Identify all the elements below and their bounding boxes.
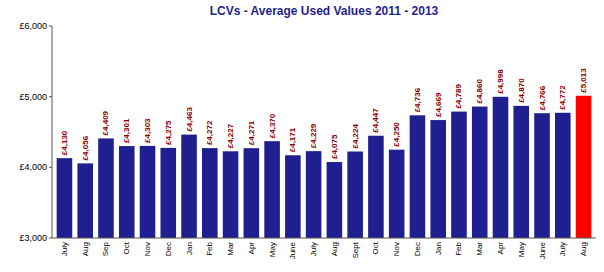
data-label: £4,275 xyxy=(164,120,173,145)
chart-title: LCVs - Average Used Values 2011 - 2013 xyxy=(210,4,439,18)
x-tick-label: Nov xyxy=(392,242,401,256)
data-label: £4,056 xyxy=(81,135,90,160)
bar xyxy=(555,113,571,238)
y-tick-label: £3,000 xyxy=(19,233,47,243)
bar xyxy=(368,136,384,238)
x-tick-label: June xyxy=(538,241,547,259)
bar xyxy=(410,115,426,238)
bar xyxy=(285,155,301,238)
data-label: £4,271 xyxy=(247,120,256,145)
x-tick-label: Aug xyxy=(81,242,90,256)
x-tick-label: Apr xyxy=(496,242,505,255)
data-label: £4,272 xyxy=(205,120,214,145)
x-tick-label: Mar xyxy=(226,242,235,256)
y-tick xyxy=(49,96,52,97)
data-label: £4,250 xyxy=(392,122,401,147)
bar xyxy=(181,135,197,238)
x-tick-label: July xyxy=(558,242,567,256)
bar xyxy=(119,146,135,238)
data-label: £4,227 xyxy=(226,123,235,148)
data-label: £4,303 xyxy=(143,118,152,143)
x-tick-label: Dec xyxy=(164,242,173,256)
x-tick-label: Nov xyxy=(143,242,152,256)
bar xyxy=(244,148,260,238)
data-label: £4,463 xyxy=(185,107,194,132)
x-tick-label: Sept xyxy=(351,241,360,258)
x-tick-label: Feb xyxy=(205,241,214,255)
chart-svg: LCVs - Average Used Values 2011 - 2013 £4… xyxy=(0,0,604,272)
x-tick-label: Dec xyxy=(413,242,422,256)
bar xyxy=(327,162,343,238)
bar xyxy=(140,146,156,238)
data-labels: £4,130 £4,056 £4,409 £4,301 £4,303 £4,275 £4,4… xyxy=(60,68,588,161)
chart-container: LCVs - Average Used Values 2011 - 2013 £4… xyxy=(0,0,604,272)
bar xyxy=(306,151,322,238)
bars xyxy=(57,96,592,238)
data-label: £4,409 xyxy=(101,110,110,135)
bar xyxy=(98,138,114,238)
bar xyxy=(513,106,529,238)
data-label: £4,301 xyxy=(122,118,131,143)
x-tick-label: Mar xyxy=(475,242,484,256)
data-label: £4,130 xyxy=(60,130,69,155)
x-tick-label: Aug xyxy=(330,242,339,256)
bar xyxy=(77,163,93,238)
data-label: £4,669 xyxy=(434,92,443,117)
data-label: £4,789 xyxy=(454,84,463,109)
x-tick-label: May xyxy=(268,242,277,257)
data-label: £4,736 xyxy=(413,87,422,112)
bar xyxy=(223,151,239,238)
bar xyxy=(493,97,509,238)
x-tick-label: Oct xyxy=(122,241,131,254)
bar xyxy=(430,120,446,238)
x-tick-label: July xyxy=(60,242,69,256)
data-label: £4,229 xyxy=(309,123,318,148)
bar xyxy=(202,148,218,238)
bar xyxy=(472,107,488,238)
bar xyxy=(160,148,176,238)
x-tick-label: Sep xyxy=(101,241,110,256)
bar xyxy=(347,152,363,238)
bar xyxy=(451,112,467,238)
bar xyxy=(57,158,73,238)
x-tick-label: Aug xyxy=(579,242,588,256)
data-label: £5,013 xyxy=(579,68,588,93)
x-tick-label: July xyxy=(309,242,318,256)
data-label: £4,870 xyxy=(517,78,526,103)
y-tick xyxy=(49,167,52,168)
x-tick-label: May xyxy=(517,242,526,257)
data-label: £4,860 xyxy=(475,79,484,104)
data-label: £4,998 xyxy=(496,69,505,94)
data-label: £4,224 xyxy=(351,123,360,148)
x-axis-line xyxy=(52,238,596,239)
x-tick-label: Apr xyxy=(247,242,256,255)
y-tick-label: £5,000 xyxy=(19,92,47,102)
x-tick-label: June xyxy=(288,241,297,259)
y-tick-label: £4,000 xyxy=(19,162,47,172)
x-tick-label: Oct xyxy=(371,241,380,254)
bar xyxy=(264,141,280,238)
data-label: £4,772 xyxy=(558,85,567,110)
y-tick-label: £6,000 xyxy=(19,21,47,31)
y-axis-line xyxy=(52,26,53,238)
data-label: £4,447 xyxy=(371,108,380,133)
x-tick-label: Jan xyxy=(434,242,443,255)
data-label: £4,766 xyxy=(538,85,547,110)
data-label: £4,370 xyxy=(268,113,277,138)
bar xyxy=(534,113,550,238)
x-tick-label: Jan xyxy=(185,242,194,255)
y-tick xyxy=(49,238,52,239)
y-tick xyxy=(49,26,52,27)
data-label: £4,171 xyxy=(288,127,297,152)
data-label: £4,075 xyxy=(330,134,339,159)
bar xyxy=(389,150,405,238)
x-tick-label: Feb xyxy=(454,241,463,255)
bar xyxy=(576,96,592,238)
